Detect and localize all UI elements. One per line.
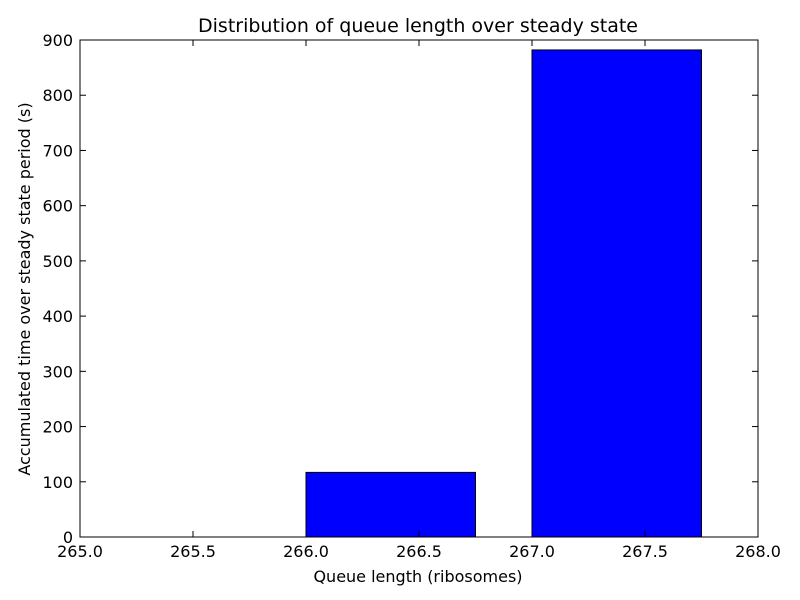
y-tick-label-4: 400	[42, 307, 73, 326]
y-tick-label-8: 800	[42, 86, 73, 105]
chart-title: Distribution of queue length over steady…	[198, 15, 638, 37]
x-axis-label: Queue length (ribosomes)	[313, 567, 522, 586]
y-tick-label-0: 0	[63, 528, 73, 547]
x-tick-label-3: 266.5	[396, 542, 442, 561]
y-tick-label-5: 500	[42, 252, 73, 271]
y-tick-label-6: 600	[42, 197, 73, 216]
x-tick-label-2: 266.0	[283, 542, 329, 561]
bars-layer	[305, 49, 702, 538]
bar-1	[305, 471, 476, 538]
y-tick-label-2: 200	[42, 418, 73, 437]
x-tick-label-6: 268.0	[735, 542, 781, 561]
y-tick-label-1: 100	[42, 473, 73, 492]
x-tick-label-5: 267.5	[622, 542, 668, 561]
x-tick-label-0: 265.0	[57, 542, 103, 561]
y-tick-label-7: 700	[42, 141, 73, 160]
bar-2	[531, 49, 702, 538]
ticks-layer: 265.0 265.5 266.0 266.5 267.0 267.5 268.0 0 100 2…	[42, 31, 780, 561]
x-tick-label-4: 267.0	[509, 542, 555, 561]
y-axis-label: Accumulated time over steady state perio…	[15, 102, 34, 475]
y-tick-label-9: 900	[42, 31, 73, 50]
y-tick-label-3: 300	[42, 362, 73, 381]
x-tick-label-1: 265.5	[170, 542, 216, 561]
